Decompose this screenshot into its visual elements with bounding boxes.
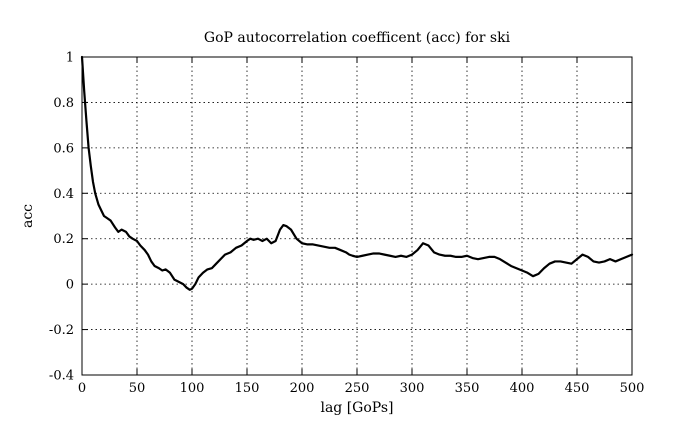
y-tick-label: 0 xyxy=(66,278,74,293)
ticks xyxy=(81,56,633,376)
x-tick-label: 400 xyxy=(510,381,535,396)
y-tick-label: 0.6 xyxy=(53,141,74,156)
x-tick-label: 50 xyxy=(129,381,146,396)
tick-labels: 0 50 100 150 200 250 300 350 400 450 500 -0.4 -0.2 0 0… xyxy=(49,51,644,397)
x-tick-label: 350 xyxy=(455,381,480,396)
x-tick-label: 450 xyxy=(565,381,590,396)
y-tick-label: -0.2 xyxy=(49,323,74,338)
series-layer xyxy=(80,55,634,291)
y-tick-label: 0.8 xyxy=(53,96,74,111)
y-tick-label: 1 xyxy=(66,51,74,66)
x-tick-label: 250 xyxy=(345,381,370,396)
acc-series-line xyxy=(80,55,634,291)
x-tick-label: 150 xyxy=(235,381,260,396)
x-tick-label: 0 xyxy=(78,381,86,396)
chart-title: GoP autocorrelation coefficent (acc) for… xyxy=(204,30,511,46)
x-tick-label: 100 xyxy=(180,381,205,396)
x-tick-label: 500 xyxy=(620,381,645,396)
y-axis-title: acc xyxy=(20,204,36,228)
y-tick-label: -0.4 xyxy=(49,369,74,384)
x-tick-label: 200 xyxy=(290,381,315,396)
x-axis-title: lag [GoPs] xyxy=(320,400,393,416)
y-tick-label: 0.4 xyxy=(53,187,74,202)
grid xyxy=(82,57,632,375)
x-tick-label: 300 xyxy=(400,381,425,396)
y-tick-label: 0.2 xyxy=(53,232,74,247)
